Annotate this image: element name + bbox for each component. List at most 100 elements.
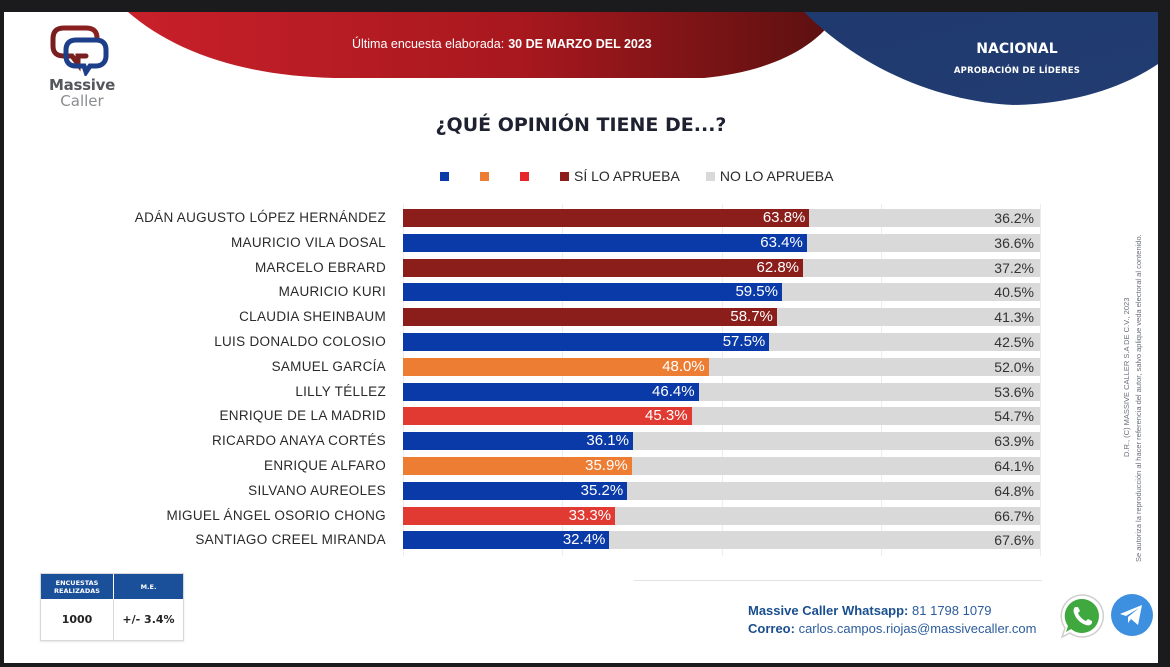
category-label: MIGUEL ÁNGEL OSORIO CHONG [166, 507, 386, 523]
data-label-approve: 62.8% [756, 258, 800, 276]
category-label: ENRIQUE ALFARO [264, 458, 386, 473]
data-label-disapprove: 66.7% [994, 507, 1034, 524]
legend-swatch [560, 171, 569, 181]
stats-header-surveys: ENCUESTAS REALIZADAS [41, 574, 114, 599]
data-label-approve: 45.3% [645, 407, 688, 425]
whatsapp-number[interactable]: 81 1798 1079 [912, 603, 992, 618]
bar-disapprove [803, 258, 1040, 277]
bar-disapprove [809, 209, 1040, 227]
data-label-disapprove: 40.5% [994, 284, 1034, 301]
bar-disapprove [782, 283, 1040, 302]
bar-disapprove [708, 357, 1040, 376]
data-label-approve: 36.1% [586, 432, 629, 450]
data-label-disapprove: 53.6% [994, 383, 1034, 400]
data-label-approve: 46.4% [652, 382, 695, 400]
email-label: Correo: [748, 621, 795, 636]
survey-date-label: Última encuesta elaborada: [352, 37, 505, 51]
legend-item: SÍ LO APRUEBA [560, 168, 680, 184]
category-label: RICARDO ANAYA CORTÉS [211, 433, 386, 449]
bar-approve [403, 357, 709, 376]
data-label-approve: 63.4% [760, 233, 803, 251]
report-subtitle: APROBACIÓN DE LÍDERES [953, 66, 1081, 76]
whatsapp-contact: Massive Caller Whatsapp: 81 1798 1079 [748, 602, 1036, 620]
email-link[interactable]: carlos.campos.riojas@massivecaller.com [798, 621, 1037, 636]
region-title: NACIONAL [976, 41, 1058, 57]
email-contact: Correo: carlos.campos.riojas@massivecall… [748, 620, 1036, 638]
data-label-disapprove: 64.1% [994, 458, 1034, 474]
logo-chat-icon [50, 25, 109, 76]
header-red-shape [128, 12, 839, 78]
gridline [721, 204, 723, 556]
legend-item: NO LO APRUEBA [705, 168, 833, 184]
legend-item [480, 171, 494, 181]
header-navy-shape [804, 12, 1158, 105]
data-label-disapprove: 52.0% [994, 358, 1034, 375]
bar-approve [403, 506, 616, 525]
data-label-disapprove: 41.3% [994, 309, 1034, 326]
chart-legend: SÍ LO APRUEBA NO LO APRUEBA [440, 168, 859, 184]
data-label-disapprove: 42.5% [994, 334, 1034, 350]
bar-disapprove [806, 233, 1040, 252]
category-label: MARCELO EBRARD [255, 259, 386, 275]
approval-bar-chart: ADÁN AUGUSTO LÓPEZ HERNÁNDEZ 63.8% 36.2% MA… [4, 12, 1158, 663]
legend-item [440, 171, 454, 181]
bar-disapprove [698, 382, 1040, 401]
gridline [562, 204, 564, 556]
data-label-disapprove: 63.9% [994, 433, 1034, 450]
category-label: ENRIQUE DE LA MADRID [219, 408, 386, 424]
stats-surveys-value: 1000 [41, 599, 114, 640]
bar-disapprove [615, 506, 1040, 525]
data-label-disapprove: 36.2% [994, 210, 1034, 226]
logo-text-caller: Caller [60, 92, 104, 110]
survey-date-value: 30 DE MARZO DEL 2023 [508, 37, 652, 51]
data-label-approve: 57.5% [722, 333, 766, 350]
data-label-disapprove: 67.6% [994, 532, 1034, 549]
legend-item [520, 171, 534, 181]
telegram-icon[interactable] [1110, 593, 1154, 637]
bar-approve [403, 308, 777, 327]
bar-disapprove [769, 333, 1040, 351]
category-label: SILVANO AUREOLES [248, 482, 386, 498]
data-label-approve: 33.3% [568, 506, 612, 524]
gridline [403, 204, 404, 556]
bar-disapprove [627, 481, 1040, 500]
massive-caller-logo: Massive Caller [42, 24, 122, 114]
legend-swatch [705, 171, 715, 181]
whatsapp-icon[interactable] [1058, 592, 1106, 640]
copyright-line1: D.R., (C) MASSIVE CALLER S.A DE C.V., 20… [1122, 297, 1131, 457]
gridline [880, 204, 882, 556]
bar-approve [403, 432, 633, 451]
bar-approve [403, 382, 699, 401]
data-label-approve: 48.0% [662, 357, 705, 375]
bar-disapprove [691, 407, 1040, 426]
bar-approve [403, 258, 804, 277]
stats-header-row: ENCUESTAS REALIZADAS M.E. [41, 574, 183, 599]
bar-approve [403, 481, 628, 500]
category-label: ADÁN AUGUSTO LÓPEZ HERNÁNDEZ [134, 210, 386, 225]
category-label: MAURICIO KURI [278, 284, 386, 300]
data-label-approve: 32.4% [562, 531, 606, 549]
legend-swatch [480, 171, 489, 181]
category-label: MAURICIO VILA DOSAL [231, 234, 386, 250]
category-label: CLAUDIA SHEINBAUM [239, 309, 386, 325]
stats-header-surveys-line1: ENCUESTAS [55, 578, 99, 587]
survey-stats-table: ENCUESTAS REALIZADAS M.E. 1000 +/- 3.4% [40, 573, 184, 641]
data-label-approve: 59.5% [735, 283, 778, 301]
header-banner [128, 12, 1158, 105]
data-label-approve: 58.7% [730, 308, 773, 326]
stats-margin-value: +/- 3.4% [122, 613, 175, 626]
survey-date: Última encuesta elaborada: 30 DE MARZO DE… [352, 37, 652, 51]
stats-header-margin: M.E. [140, 582, 157, 591]
whatsapp-label: Massive Caller Whatsapp: [748, 603, 909, 618]
category-label: SANTIAGO CREEL MIRANDA [195, 532, 386, 548]
stats-value-row: 1000 +/- 3.4% [41, 599, 183, 640]
data-label-disapprove: 54.7% [994, 408, 1034, 425]
data-label-disapprove: 64.8% [994, 482, 1034, 499]
bar-approve [403, 333, 770, 351]
data-label-approve: 63.8% [762, 209, 806, 226]
data-label-disapprove: 36.6% [994, 234, 1034, 251]
gridline [1040, 204, 1041, 556]
contact-info: Massive Caller Whatsapp: 81 1798 1079 Co… [748, 602, 1036, 638]
bar-approve [403, 457, 632, 475]
copyright-notice: D.R., (C) MASSIVE CALLER S.A DE C.V., 20… [1112, 142, 1152, 562]
